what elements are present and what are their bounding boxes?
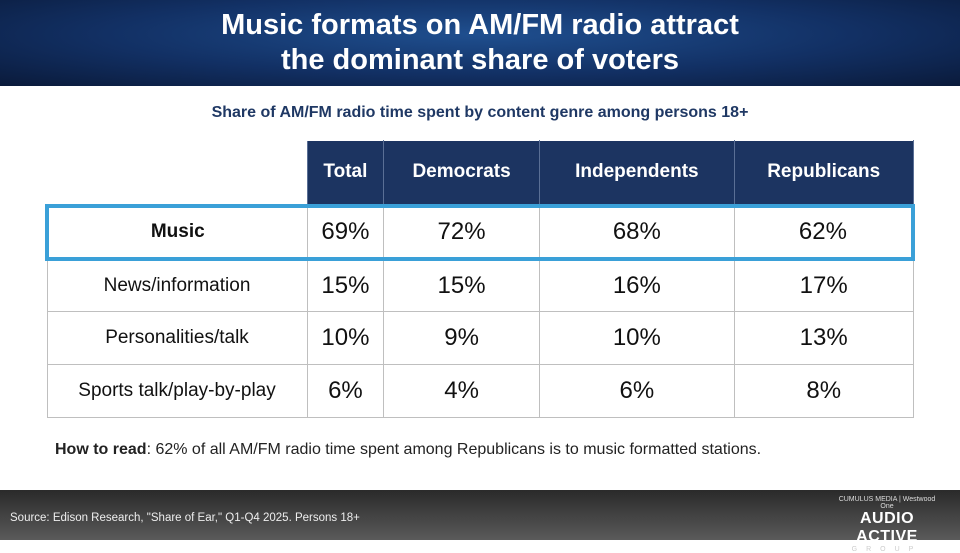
title-line-1: Music formats on AM/FM radio attract: [221, 9, 739, 41]
cell: 10%: [306, 311, 385, 365]
table-subtitle: Share of AM/FM radio time spent by conte…: [211, 104, 749, 121]
corner-cell: [47, 140, 307, 206]
table-row: Sports talk/play-by-play 6% 4% 6% 8%: [46, 364, 914, 418]
title-line-2: the dominant share of voters: [280, 44, 679, 76]
cell: 4%: [383, 364, 540, 418]
table-row-music: Music 69% 72% 68% 62%: [45, 203, 915, 261]
cell: 6%: [538, 364, 735, 418]
col-header: Independents: [538, 140, 735, 206]
cell: 17%: [733, 258, 914, 312]
logo-group: GROUP: [851, 546, 923, 553]
logo-top: CUMULUS MEDIA | Westwood One: [838, 496, 936, 510]
cell: 10%: [538, 311, 735, 365]
source-note: Source: Edison Research, "Share of Ear,"…: [10, 512, 360, 524]
how-to-read-label: How to read: [55, 441, 147, 458]
col-header: Total: [306, 140, 385, 206]
cell: 72%: [383, 203, 540, 261]
logo-main: AUDIO ACTIVE: [856, 510, 918, 545]
cell: 8%: [733, 364, 914, 418]
row-label: News/information: [46, 258, 308, 312]
cell: 16%: [538, 258, 735, 312]
header-row: Total Democrats Independents Republicans: [47, 140, 914, 206]
row-label: Personalities/talk: [46, 311, 308, 365]
slide-title: Music formats on AM/FM radio attract the…: [0, 0, 960, 86]
cell: 13%: [733, 311, 914, 365]
cell: 69%: [306, 203, 385, 261]
footer: Source: Edison Research, "Share of Ear,"…: [0, 490, 960, 553]
col-header: Democrats: [383, 140, 540, 206]
col-header: Republicans: [733, 140, 914, 206]
row-label: Music: [45, 203, 308, 261]
cell: 9%: [383, 311, 540, 365]
table-row: News/information 15% 15% 16% 17%: [46, 258, 914, 312]
cell: 15%: [306, 258, 385, 312]
cell: 15%: [383, 258, 540, 312]
genre-share-table: Total Democrats Independents Republicans…: [45, 140, 915, 418]
how-to-read-text: : 62% of all AM/FM radio time spent amon…: [146, 441, 762, 458]
row-label: Sports talk/play-by-play: [46, 364, 308, 418]
table-row: Personalities/talk 10% 9% 10% 13%: [46, 311, 914, 365]
cell: 62%: [733, 203, 915, 261]
audio-active-group-logo: CUMULUS MEDIA | Westwood One AUDIO ACTIV…: [832, 496, 942, 553]
cell: 6%: [306, 364, 385, 418]
cell: 68%: [538, 203, 735, 261]
how-to-read-note: How to read: 62% of all AM/FM radio time…: [55, 441, 761, 459]
